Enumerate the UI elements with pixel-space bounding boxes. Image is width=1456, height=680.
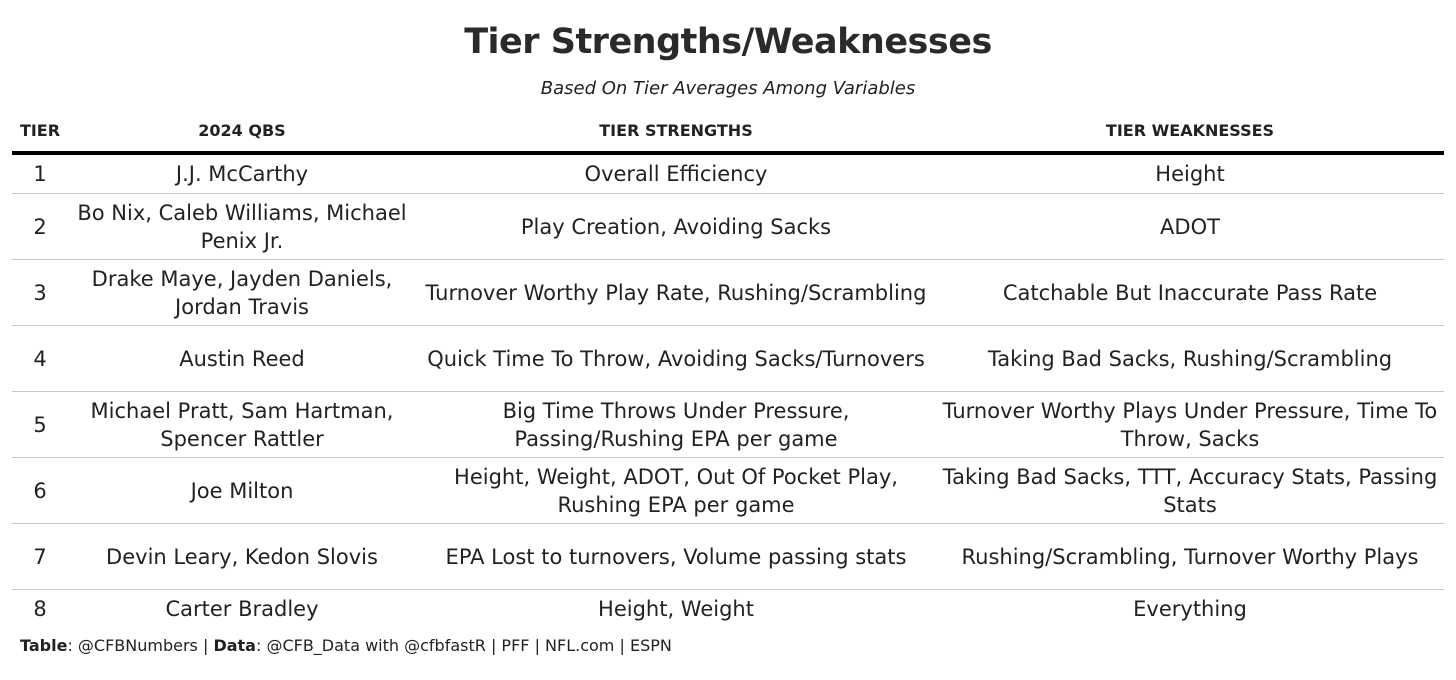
footer-table-value: : @CFBNumbers | bbox=[67, 636, 214, 655]
header-strengths: TIER STRENGTHS bbox=[599, 121, 753, 140]
table-row: 4 Austin Reed Quick Time To Throw, Avoid… bbox=[12, 326, 1444, 392]
qbs-cell: J.J. McCarthy bbox=[175, 162, 309, 186]
weaknesses-cell: Rushing/Scrambling, Turnover Worthy Play… bbox=[961, 544, 1419, 569]
qbs-cell: Devin Leary, Kedon Slovis bbox=[106, 544, 378, 569]
strengths-cell: Overall Efficiency bbox=[584, 162, 768, 186]
footer-data-value: : @CFB_Data with @cfbfastR | PFF | NFL.c… bbox=[255, 636, 672, 655]
strengths-cell: Big Time Throws Under Pressure, Passing/… bbox=[502, 398, 850, 451]
strengths-cell: Height, Weight, ADOT, Out Of Pocket Play… bbox=[454, 464, 898, 517]
qbs-cell: Joe Milton bbox=[190, 478, 294, 503]
table-row: 5 Michael Pratt, Sam Hartman, Spencer Ra… bbox=[12, 392, 1444, 458]
tier-cell: 5 bbox=[33, 412, 47, 437]
table-row: 6 Joe Milton Height, Weight, ADOT, Out O… bbox=[12, 458, 1444, 524]
weaknesses-cell: Height bbox=[1155, 162, 1225, 186]
strengths-cell: EPA Lost to turnovers, Volume passing st… bbox=[445, 544, 907, 569]
table-row: 2 Bo Nix, Caleb Williams, Michael Penix … bbox=[12, 194, 1444, 260]
tier-cell: 1 bbox=[33, 162, 47, 186]
tier-cell: 8 bbox=[33, 597, 47, 621]
footer-data-label: Data bbox=[213, 636, 256, 655]
strengths-cell: Play Creation, Avoiding Sacks bbox=[520, 214, 832, 239]
tier-cell: 6 bbox=[33, 478, 47, 503]
header-weaknesses: TIER WEAKNESSES bbox=[1105, 121, 1275, 140]
weaknesses-cell: Turnover Worthy Plays Under Pressure, Ti… bbox=[942, 398, 1438, 451]
tier-cell: 2 bbox=[33, 214, 47, 239]
strengths-cell: Height, Weight bbox=[598, 597, 754, 621]
header-tier: TIER bbox=[19, 121, 61, 140]
tier-cell: 4 bbox=[33, 346, 47, 371]
table-row: 1 J.J. McCarthy Overall Efficiency Heigh… bbox=[12, 155, 1444, 194]
qbs-cell: Drake Maye, Jayden Daniels, Jordan Travi… bbox=[91, 266, 393, 319]
qbs-cell: Carter Bradley bbox=[165, 597, 319, 621]
qbs-cell: Austin Reed bbox=[179, 346, 305, 371]
tier-cell: 3 bbox=[33, 280, 47, 305]
weaknesses-cell: Everything bbox=[1133, 597, 1247, 621]
table-row: 3 Drake Maye, Jayden Daniels, Jordan Tra… bbox=[12, 260, 1444, 326]
qbs-cell: Bo Nix, Caleb Williams, Michael Penix Jr… bbox=[77, 200, 407, 253]
source-footer: Table: @CFBNumbers | Data: @CFB_Data wit… bbox=[20, 636, 672, 655]
footer-table-label: Table bbox=[20, 636, 68, 655]
weaknesses-cell: Catchable But Inaccurate Pass Rate bbox=[1002, 280, 1378, 305]
table-row: 7 Devin Leary, Kedon Slovis EPA Lost to … bbox=[12, 524, 1444, 590]
table-subtitle: Based On Tier Averages Among Variables bbox=[540, 78, 916, 99]
table-title: Tier Strengths/Weaknesses bbox=[464, 22, 992, 62]
strengths-cell: Quick Time To Throw, Avoiding Sacks/Turn… bbox=[427, 346, 925, 371]
weaknesses-cell: Taking Bad Sacks, TTT, Accuracy Stats, P… bbox=[942, 464, 1438, 517]
header-qbs: 2024 QBS bbox=[198, 121, 286, 140]
tiers-table: 1 J.J. McCarthy Overall Efficiency Heigh… bbox=[12, 155, 1444, 628]
weaknesses-cell: ADOT bbox=[1160, 214, 1220, 239]
header-rule bbox=[12, 151, 1444, 155]
table-row: 8 Carter Bradley Height, Weight Everythi… bbox=[12, 590, 1444, 628]
strengths-cell: Turnover Worthy Play Rate, Rushing/Scram… bbox=[425, 280, 927, 305]
qbs-cell: Michael Pratt, Sam Hartman, Spencer Ratt… bbox=[90, 398, 394, 451]
tier-cell: 7 bbox=[33, 544, 47, 569]
weaknesses-cell: Taking Bad Sacks, Rushing/Scrambling bbox=[987, 346, 1393, 371]
